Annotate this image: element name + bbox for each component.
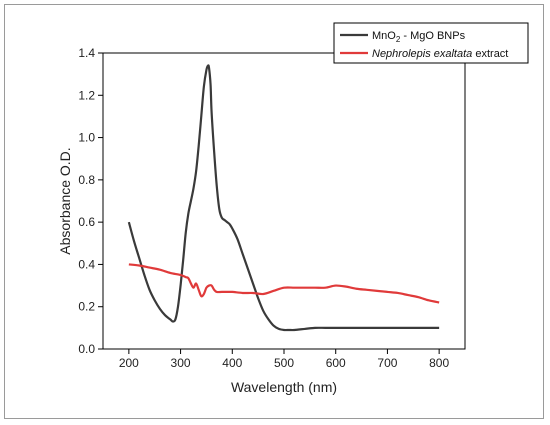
x-tick-label: 700 [377,356,397,370]
y-tick-label: 0.4 [78,257,95,271]
y-axis-title: Absorbance O.D. [57,147,73,254]
legend-label-2: Nephrolepis exaltata extract [372,48,508,60]
series-line-1 [127,64,440,332]
y-tick-label: 1.0 [78,131,95,145]
series-layer [127,64,440,332]
y-tick-label: 0.6 [78,215,95,229]
legend-box [333,22,529,64]
x-tick-label: 400 [222,356,242,370]
x-tick-label: 800 [429,356,449,370]
x-tick-label: 600 [326,356,346,370]
x-tick-label: 300 [171,356,191,370]
y-tick-label: 0.2 [78,300,95,314]
figure-frame [4,4,544,419]
legend-label-1: MnO2 - MgO BNPs [372,30,466,44]
y-tick-label: 0.8 [78,173,95,187]
legend: MnO2 - MgO BNPs Nephrolepis exaltata extr… [333,22,529,64]
series-line-2 [128,263,440,304]
y-tick-label: 0.0 [78,342,95,356]
y-tick-label: 1.4 [78,46,95,60]
y-tick-label: 1.2 [78,88,95,102]
x-tick-label: 500 [274,356,294,370]
axes: 200 300 400 500 600 700 800 0.0 0.2 0.4 0.6 0.8 1.0 1… [78,46,466,370]
x-axis-title: Wavelength (nm) [231,379,337,395]
x-tick-label: 200 [119,356,139,370]
